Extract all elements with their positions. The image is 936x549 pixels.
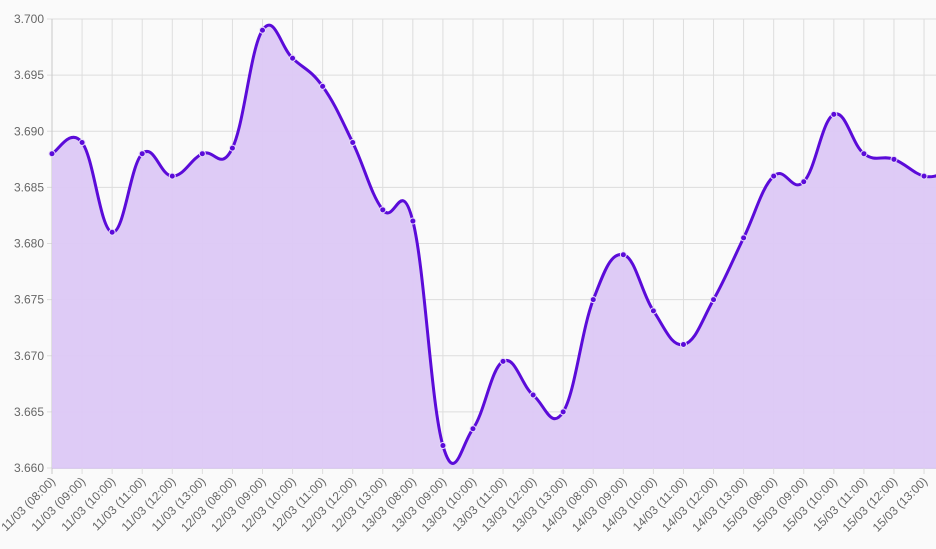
data-point xyxy=(48,150,56,158)
y-tick-label: 3.675 xyxy=(14,293,44,307)
y-tick-label: 3.700 xyxy=(14,12,44,26)
x-axis: 11/03 (08:00)11/03 (09:00)11/03 (10:00)1… xyxy=(0,474,930,534)
data-point xyxy=(228,144,236,152)
data-point xyxy=(108,228,116,236)
y-tick-label: 3.680 xyxy=(14,237,44,251)
data-point xyxy=(379,206,387,214)
data-point xyxy=(860,150,868,158)
data-point xyxy=(529,391,537,399)
data-point xyxy=(78,138,86,146)
data-point xyxy=(890,155,898,163)
data-point xyxy=(800,178,808,186)
data-point xyxy=(439,442,447,450)
data-point xyxy=(289,54,297,62)
data-point xyxy=(138,150,146,158)
data-point xyxy=(258,26,266,34)
data-points xyxy=(48,26,928,450)
data-point xyxy=(499,357,507,365)
y-tick-label: 3.665 xyxy=(14,405,44,419)
y-tick-label: 3.685 xyxy=(14,180,44,194)
y-tick-label: 3.670 xyxy=(14,349,44,363)
area-fill xyxy=(52,25,936,468)
data-point xyxy=(770,172,778,180)
data-point xyxy=(469,425,477,433)
data-point xyxy=(830,110,838,118)
data-point xyxy=(619,251,627,259)
data-point xyxy=(740,234,748,242)
y-tick-label: 3.695 xyxy=(14,68,44,82)
data-point xyxy=(409,217,417,225)
data-point xyxy=(920,172,928,180)
data-point xyxy=(319,82,327,90)
data-point xyxy=(649,307,657,315)
data-point xyxy=(710,296,718,304)
data-point xyxy=(679,341,687,349)
data-point xyxy=(349,138,357,146)
data-point xyxy=(198,150,206,158)
y-axis: 3.700 3.695 3.690 3.685 3.680 3.675 3.670 3.665… xyxy=(14,12,44,475)
data-point xyxy=(168,172,176,180)
data-point xyxy=(559,408,567,416)
y-tick-label: 3.690 xyxy=(14,124,44,138)
y-tick-label: 3.660 xyxy=(14,461,44,475)
data-point xyxy=(589,296,597,304)
